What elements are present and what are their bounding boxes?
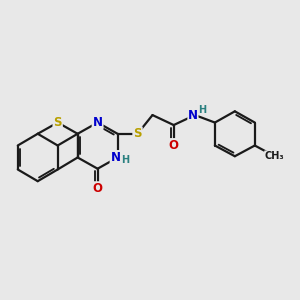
Text: O: O	[93, 182, 103, 195]
Text: S: S	[53, 116, 62, 129]
Text: N: N	[111, 151, 121, 164]
Text: H: H	[198, 105, 206, 115]
Text: CH₃: CH₃	[265, 151, 285, 161]
Text: N: N	[93, 116, 103, 129]
Text: H: H	[121, 155, 129, 165]
Text: N: N	[188, 109, 198, 122]
Text: O: O	[169, 139, 179, 152]
Text: S: S	[133, 127, 142, 140]
